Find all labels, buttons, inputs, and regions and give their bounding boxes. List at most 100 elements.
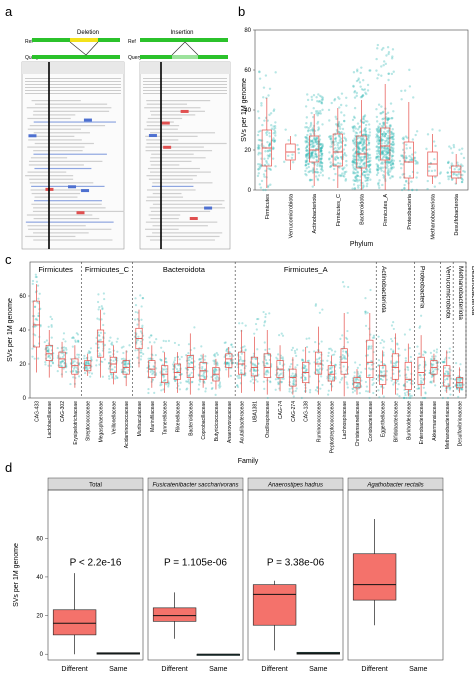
data-point: [353, 155, 357, 158]
data-point: [342, 148, 346, 151]
data-point: [99, 331, 103, 334]
data-point: [50, 317, 54, 321]
data-point: [265, 96, 268, 100]
data-point: [304, 136, 308, 139]
data-point: [311, 129, 315, 133]
data-point: [388, 124, 391, 128]
data-point: [405, 396, 408, 400]
data-point: [339, 156, 343, 159]
data-point: [386, 130, 389, 133]
data-point: [388, 170, 392, 173]
data-point: [288, 387, 291, 391]
data-point: [341, 281, 345, 284]
data-point: [363, 142, 366, 145]
data-point: [359, 136, 362, 139]
data-point: [101, 375, 104, 378]
data-point: [411, 380, 414, 383]
data-point: [416, 171, 419, 175]
data-point: [387, 137, 391, 141]
data-point: [331, 377, 334, 381]
data-point: [399, 162, 403, 166]
data-point: [213, 360, 216, 364]
x-tick-label: Anaerovoracaceae: [227, 401, 233, 443]
data-point: [295, 348, 299, 351]
data-point: [383, 134, 386, 138]
data-point: [317, 127, 321, 131]
browser-insertion-read: [146, 121, 174, 123]
data-point: [33, 315, 36, 318]
data-point: [370, 363, 373, 366]
data-point: [360, 155, 363, 159]
data-point: [164, 357, 167, 360]
data-point: [338, 131, 341, 134]
x-tick-label: Actinobacteriota: [312, 193, 318, 233]
data-point: [341, 334, 344, 337]
browser-deletion-read: [31, 203, 102, 205]
data-point: [97, 346, 100, 349]
data-point: [272, 137, 275, 140]
x-tick-label: Methanobacteriota: [431, 193, 437, 239]
data-point: [338, 174, 341, 177]
data-point: [319, 149, 323, 153]
data-point: [343, 354, 346, 358]
browser-deletion-read: [33, 239, 113, 241]
data-point: [387, 148, 390, 151]
data-point: [304, 378, 307, 381]
box: [417, 356, 425, 385]
data-point: [307, 170, 310, 174]
data-point: [462, 156, 466, 160]
data-point: [354, 127, 358, 130]
data-point: [335, 149, 339, 152]
data-point: [300, 396, 303, 400]
box-Firmicutes_A: [380, 84, 391, 190]
data-point: [314, 170, 318, 174]
data-point: [437, 361, 440, 364]
data-point: [455, 165, 458, 169]
browser-insertion-read: [146, 103, 188, 105]
data-point: [356, 158, 359, 161]
data-point: [377, 389, 380, 392]
data-point: [344, 137, 347, 141]
data-point: [400, 98, 403, 101]
data-point: [343, 172, 346, 176]
data-point: [191, 380, 194, 383]
data-point: [397, 347, 400, 350]
data-point: [367, 141, 371, 145]
data-point: [364, 123, 368, 127]
data-point: [394, 364, 398, 367]
data-point: [31, 279, 35, 283]
data-point: [361, 147, 365, 151]
data-point: [371, 336, 375, 339]
data-point: [108, 377, 111, 380]
data-point: [304, 155, 308, 159]
data-point: [387, 72, 391, 75]
data-point: [101, 308, 104, 311]
box-UBA1381: [250, 336, 258, 392]
data-point: [319, 146, 323, 150]
panel-label-c: c: [5, 252, 12, 267]
data-point: [405, 143, 408, 147]
data-point: [390, 131, 393, 134]
browser-deletion-read: [33, 132, 90, 134]
data-point: [390, 149, 394, 153]
data-point: [239, 357, 242, 361]
data-point: [51, 361, 54, 364]
data-point: [122, 345, 125, 348]
data-point: [155, 367, 158, 370]
data-point: [256, 174, 260, 178]
data-point: [380, 139, 383, 142]
data-point: [305, 368, 308, 371]
data-point: [376, 169, 379, 172]
data-point: [354, 134, 357, 137]
data-point: [402, 136, 405, 139]
data-point: [255, 328, 258, 331]
data-point: [193, 326, 196, 329]
data-point: [358, 375, 361, 378]
data-point: [257, 317, 260, 321]
data-point: [198, 380, 202, 383]
data-point: [439, 171, 443, 174]
data-point: [305, 154, 308, 158]
data-point: [375, 69, 378, 72]
x-tick-label: Same: [209, 666, 227, 673]
data-point: [354, 361, 357, 364]
